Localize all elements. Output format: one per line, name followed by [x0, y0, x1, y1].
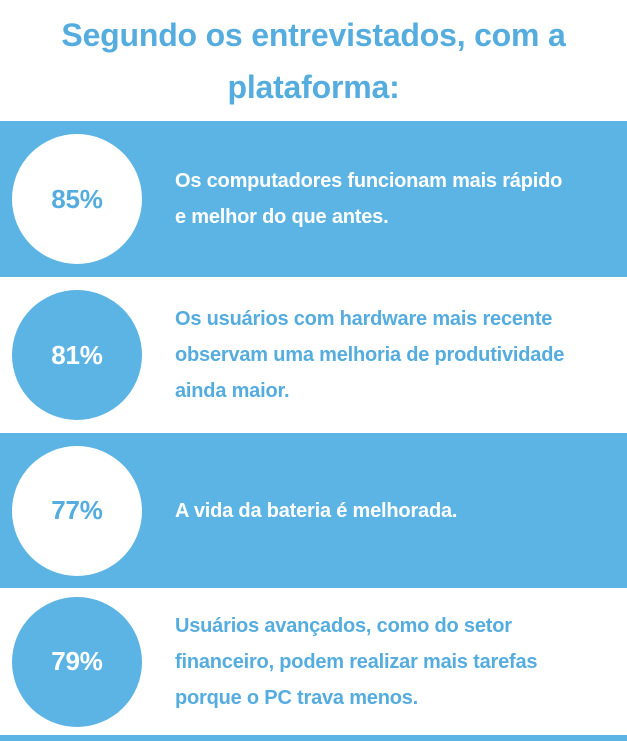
percent-value: 77%: [51, 495, 103, 525]
stat-text-line: ainda maior.: [175, 380, 290, 402]
stat-row-newer-hardware-productivity: 81% Os usuários com hardware mais recent…: [0, 277, 627, 433]
stat-row-battery-life: 77% A vida da bateria é melhorada.: [0, 433, 627, 588]
percent-circle: 81%: [12, 290, 142, 420]
stat-text: Usuários avançados, como do setor financ…: [175, 608, 538, 716]
stat-text-line: Usuários avançados, como do setor: [175, 614, 512, 637]
page-title-line-2: plataforma:: [227, 68, 400, 105]
percent-circle: 85%: [12, 134, 142, 264]
stat-text-line: Os computadores funcionam mais rápido: [175, 170, 563, 192]
percent-value: 79%: [51, 646, 103, 676]
stat-row-power-users-fewer-crashes: 79% Usuários avançados, como do setor fi…: [0, 588, 627, 735]
page-title: Segundo os entrevistados, com a platafor…: [0, 0, 627, 121]
page-title-line-1: Segundo os entrevistados, com a: [61, 16, 566, 53]
stat-text-line: observam uma melhoria de produtividade: [175, 344, 565, 366]
stat-text-line: porque o PC trava menos.: [175, 686, 419, 709]
percent-value: 81%: [51, 339, 103, 370]
stat-row-computers-faster: 85% Os computadores funcionam mais rápid…: [0, 121, 627, 277]
bottom-partial-row: [0, 735, 627, 741]
percent-value: 85%: [51, 183, 103, 214]
stat-text-line: e melhor do que antes.: [175, 206, 389, 228]
stat-text: Os usuários com hardware mais recente ob…: [175, 301, 564, 409]
percent-circle: 77%: [12, 445, 142, 576]
stat-text-line: Os usuários com hardware mais recente: [175, 308, 553, 330]
stat-text-line: financeiro, podem realizar mais tarefas: [175, 650, 538, 673]
stat-text-line: A vida da bateria é melhorada.: [175, 499, 458, 522]
percent-circle: 79%: [12, 596, 142, 727]
stat-text: Os computadores funcionam mais rápido e …: [175, 163, 562, 235]
stat-text: A vida da bateria é melhorada.: [175, 493, 457, 529]
